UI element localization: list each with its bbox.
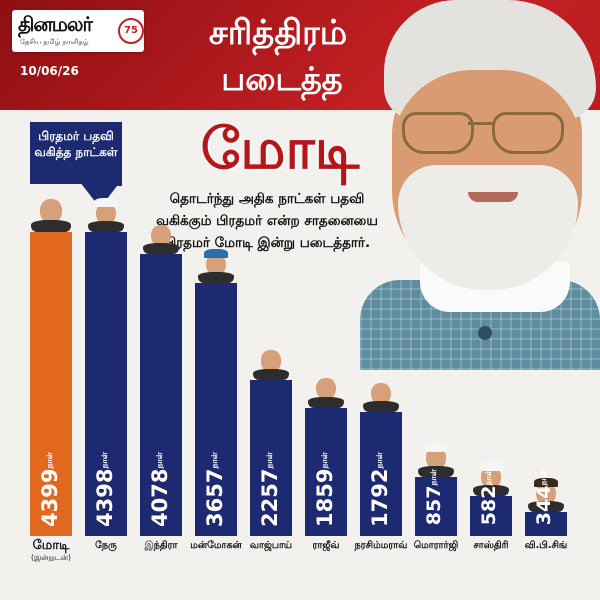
bar-value-unit: நாள் [539,468,548,486]
bar-value-label: 4398நாள் [93,452,119,527]
bar-value-label: 857நாள் [423,469,449,525]
leader-portrait-icon [143,218,179,255]
leader-portrait-icon [308,372,344,408]
bar-value-unit: நாள் [265,451,274,469]
leader-portrait-icon [88,196,124,233]
bar-value-number: 3657 [203,468,227,527]
bar-value-label: 1859நாள் [313,452,339,527]
glasses-bridge [468,122,494,125]
bar-value-label: 4399நாள் [38,452,64,527]
bar-value-unit: நாள் [484,468,493,486]
bar-value-unit: நாள் [320,451,329,469]
bar-value-unit: நாள் [375,451,384,469]
category-label: வி.பி.சிங் [524,540,568,551]
headline-line1: சரித்திரம் [208,13,348,53]
bar-7 [360,412,402,536]
publish-date: 10/06/26 [20,64,79,78]
bar-value-number: 4398 [93,468,117,527]
bar-value-number: 4078 [148,468,172,527]
category-label: நரசிம்மராவ் [354,540,408,551]
leader-portrait-icon [31,192,71,232]
bar-value-label: 1792நாள் [368,452,394,527]
bar-value-unit: நாள் [100,451,109,469]
bar-4 [195,283,237,536]
bar-1 [30,232,72,536]
bar-5 [250,380,292,536]
jacket-button [478,326,492,340]
category-label: சாஸ்திரி [473,540,509,551]
brand-logo: தினமலர் தேசிய தமிழ் நாளிதழ் 75 [12,10,144,52]
description-text: தொடர்ந்து அதிக நாட்கள் பதவி வகிக்கும் பி… [156,191,378,251]
leader-portrait-icon [473,460,509,496]
bar-9 [470,495,512,536]
headline-name: மோடி [200,117,360,182]
bar-value-number: 1859 [313,468,337,527]
bar-8 [415,476,457,536]
bar-value-label: 2257நாள் [258,452,284,527]
brand-tagline: தேசிய தமிழ் நாளிதழ் [20,38,89,46]
bar-value-unit: நாள் [45,451,54,469]
bar-value-label: 344நாள் [533,469,559,525]
category-label: நேரு [95,540,117,551]
category-label: ராஜீவ் [312,540,340,551]
glasses-right-icon [492,112,564,154]
callout-box: பிரதமர் பதவி வகித்த நாட்கள் [30,122,122,184]
bar-3 [140,254,182,536]
leader-portrait-icon [253,344,289,381]
bar-value-label: 3657நாள் [203,452,229,527]
bar-10 [525,512,567,536]
category-label: மன்மோகன் [190,540,242,551]
headline-line2: படைத்த [221,60,343,98]
leader-portrait-icon [363,376,399,413]
bar-value-label: 4078நாள் [148,452,174,527]
portrait-mouth [468,192,518,202]
bar-value-number: 857 [423,485,445,525]
bar-6 [305,407,347,536]
category-label: இந்திரா [144,540,178,551]
bar-value-label: 582நாள் [478,469,504,525]
bar-value-number: 4399 [38,468,62,527]
bar-value-unit: நாள் [429,468,438,486]
leader-portrait-icon [418,441,454,477]
category-note: (இன்றுடன்) [31,553,71,562]
glasses-left-icon [402,112,474,154]
bar-value-number: 1792 [368,468,392,527]
category-label: வாஜ்பாய் [249,540,293,551]
category-label: மோடி [32,538,70,553]
bar-value-number: 582 [478,485,500,525]
anniversary-badge: 75 [118,18,144,44]
bar-value-unit: நாள் [210,451,219,469]
leader-portrait-icon [198,247,234,284]
brand-name: தினமலர் [18,12,93,36]
category-label: மொரார்ஜி [413,540,459,551]
bar-2 [85,232,127,536]
leader-portrait-icon [528,476,564,513]
bar-value-number: 2257 [258,468,282,527]
bar-value-number: 344 [533,485,555,525]
bar-value-unit: நாள் [155,451,164,469]
callout-arrow-stem [104,176,122,186]
